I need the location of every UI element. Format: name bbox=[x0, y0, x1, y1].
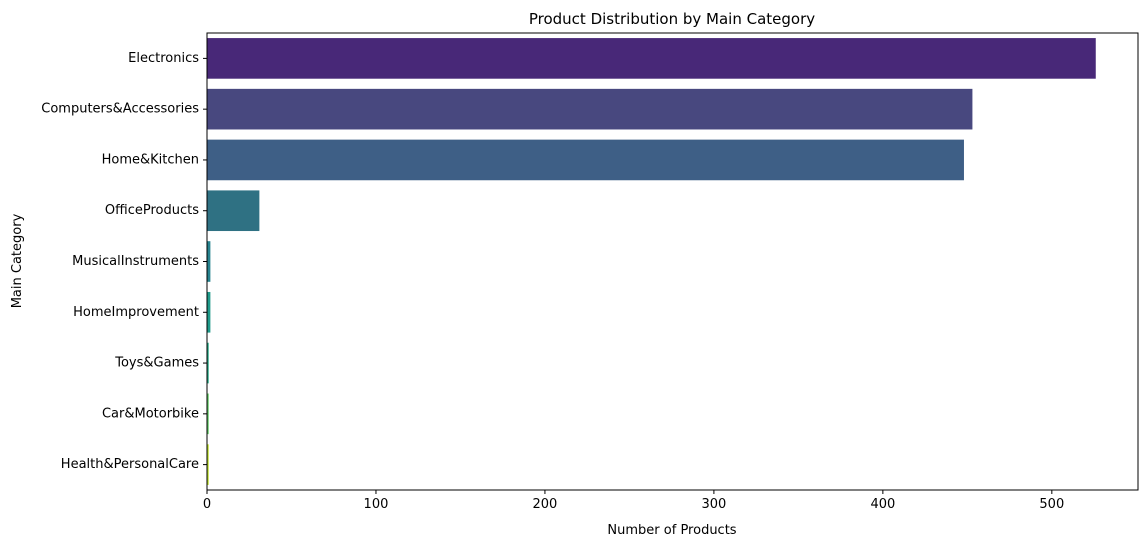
bar-homeimprovement bbox=[207, 291, 211, 333]
bar-toys-games bbox=[207, 342, 209, 384]
bar-officeproducts bbox=[207, 190, 260, 232]
x-tick-label: 200 bbox=[533, 497, 558, 512]
y-tick-label: Health&PersonalCare bbox=[61, 457, 199, 472]
y-tick-label: Computers&Accessories bbox=[41, 102, 199, 117]
chart-title: Product Distribution by Main Category bbox=[529, 10, 815, 28]
x-tick-label: 0 bbox=[203, 497, 211, 512]
y-tick-label: Toys&Games bbox=[114, 356, 199, 371]
x-tick-label: 300 bbox=[701, 497, 726, 512]
bars-group bbox=[207, 38, 1096, 485]
bar-electronics bbox=[207, 38, 1096, 79]
x-axis-ticks: 0 100 200 300 400 500 bbox=[203, 490, 1064, 512]
y-tick-label: MusicalInstruments bbox=[72, 254, 199, 269]
bar-home-kitchen bbox=[207, 139, 964, 181]
bar-musicalinstruments bbox=[207, 241, 211, 282]
x-tick-label: 100 bbox=[364, 497, 389, 512]
bar-computers-accessories bbox=[207, 88, 973, 130]
x-tick-label: 400 bbox=[870, 497, 895, 512]
y-axis-label: Main Category bbox=[10, 213, 25, 308]
bar-health-personalcare bbox=[207, 444, 209, 485]
x-tick-label: 500 bbox=[1039, 497, 1064, 512]
y-tick-label: Home&Kitchen bbox=[102, 152, 199, 167]
bar-car-motorbike bbox=[207, 393, 209, 435]
y-tick-label: Electronics bbox=[128, 51, 199, 66]
x-axis-label: Number of Products bbox=[607, 523, 736, 538]
y-tick-label: Car&Motorbike bbox=[102, 406, 199, 421]
y-tick-label: HomeImprovement bbox=[73, 305, 199, 320]
plot-frame bbox=[206, 32, 1139, 491]
y-axis-ticks: Electronics Computers&Accessories Home&Kit… bbox=[41, 51, 207, 472]
y-tick-label: OfficeProducts bbox=[105, 203, 199, 218]
